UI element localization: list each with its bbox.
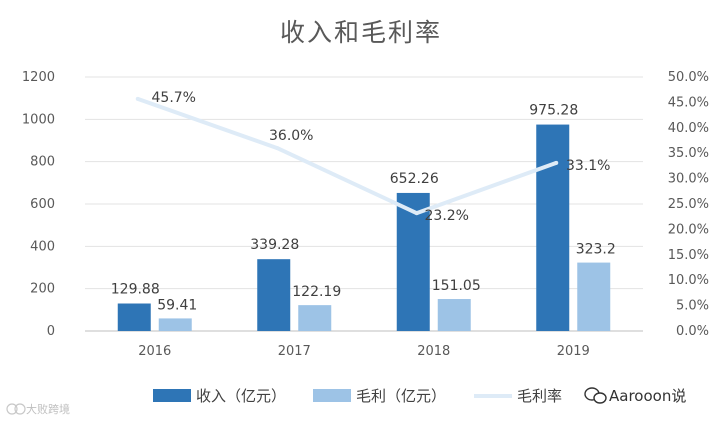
y-right-tick-label: 30.0% <box>668 172 709 187</box>
y-right-tick-label: 35.0% <box>668 146 709 161</box>
y-left-tick-label: 400 <box>30 239 55 254</box>
y-right-tick-label: 20.0% <box>668 222 709 237</box>
data-label-margin: 23.2% <box>425 208 469 224</box>
margin-point <box>275 146 280 151</box>
watermark-corner-text: 大败跨境 <box>26 402 70 416</box>
y-right-tick-label: 45.0% <box>668 95 709 110</box>
bar-gross-profit <box>298 305 332 331</box>
x-tick-label: 2017 <box>278 344 311 359</box>
legend-label-revenue: 收入（亿元） <box>196 387 286 405</box>
x-tick-label: 2019 <box>557 344 590 359</box>
legend-swatch-revenue <box>153 389 191 402</box>
y-right-tick-label: 5.0% <box>676 299 709 314</box>
y-right-tick-label: 0.0% <box>676 324 709 339</box>
chart-title: 收入和毛利率 <box>280 18 442 47</box>
y-right-tick-label: 10.0% <box>668 273 709 288</box>
y-left-tick-label: 1000 <box>22 112 55 127</box>
margin-point <box>414 211 419 216</box>
y-left-tick-label: 1200 <box>22 70 55 85</box>
bar-revenue <box>396 192 430 331</box>
axis-ticks: 0 200 400 600 800 1000 1200 0.0% 5.0% 10.0% 15.0% 2… <box>22 70 709 359</box>
bar-gross-profit <box>577 262 611 331</box>
bar-gross-profit <box>437 299 471 331</box>
data-label-gross-profit: 122.19 <box>292 284 341 300</box>
y-left-tick-label: 0 <box>47 324 55 339</box>
legend: 收入（亿元） 毛利（亿元） 毛利率 <box>153 387 562 405</box>
data-label-gross-profit: 151.05 <box>432 278 481 294</box>
data-label-revenue: 339.28 <box>250 237 299 253</box>
data-label-margin: 45.7% <box>152 90 196 106</box>
legend-swatch-gross-profit <box>313 389 351 402</box>
data-label-margin: 36.0% <box>269 128 313 144</box>
legend-label-gross-profit: 毛利（亿元） <box>356 387 446 405</box>
data-label-revenue: 129.88 <box>111 282 160 298</box>
y-left-tick-label: 600 <box>30 197 55 212</box>
data-label-revenue: 975.28 <box>529 103 578 119</box>
watermark-brand: Aarooon说 <box>609 387 686 405</box>
y-right-tick-label: 15.0% <box>668 248 709 263</box>
bar-revenue <box>536 124 570 331</box>
margin-point <box>554 160 559 165</box>
y-right-tick-label: 25.0% <box>668 197 709 212</box>
wechat-icon <box>584 387 607 404</box>
bars <box>117 124 611 331</box>
data-label-gross-profit: 323.2 <box>576 242 616 258</box>
y-right-tick-label: 40.0% <box>668 121 709 136</box>
data-label-margin: 33.1% <box>566 158 610 174</box>
y-left-tick-label: 200 <box>30 282 55 297</box>
data-label-gross-profit: 59.41 <box>157 297 197 313</box>
margin-line-path <box>137 96 557 216</box>
watermark: Aarooon说 大败跨境 <box>6 387 686 416</box>
margin-point <box>135 96 140 101</box>
bar-gross-profit <box>158 318 192 331</box>
data-label-revenue: 652.26 <box>390 171 439 187</box>
x-tick-label: 2018 <box>417 344 450 359</box>
y-left-tick-label: 800 <box>30 155 55 170</box>
x-tick-label: 2016 <box>138 344 171 359</box>
y-right-tick-label: 50.0% <box>668 70 709 85</box>
legend-label-margin: 毛利率 <box>517 387 562 405</box>
margin-line <box>135 96 559 216</box>
gridlines <box>85 76 643 332</box>
corner-logo-icon <box>6 403 26 415</box>
bar-revenue <box>257 259 291 331</box>
bar-revenue <box>117 303 151 331</box>
